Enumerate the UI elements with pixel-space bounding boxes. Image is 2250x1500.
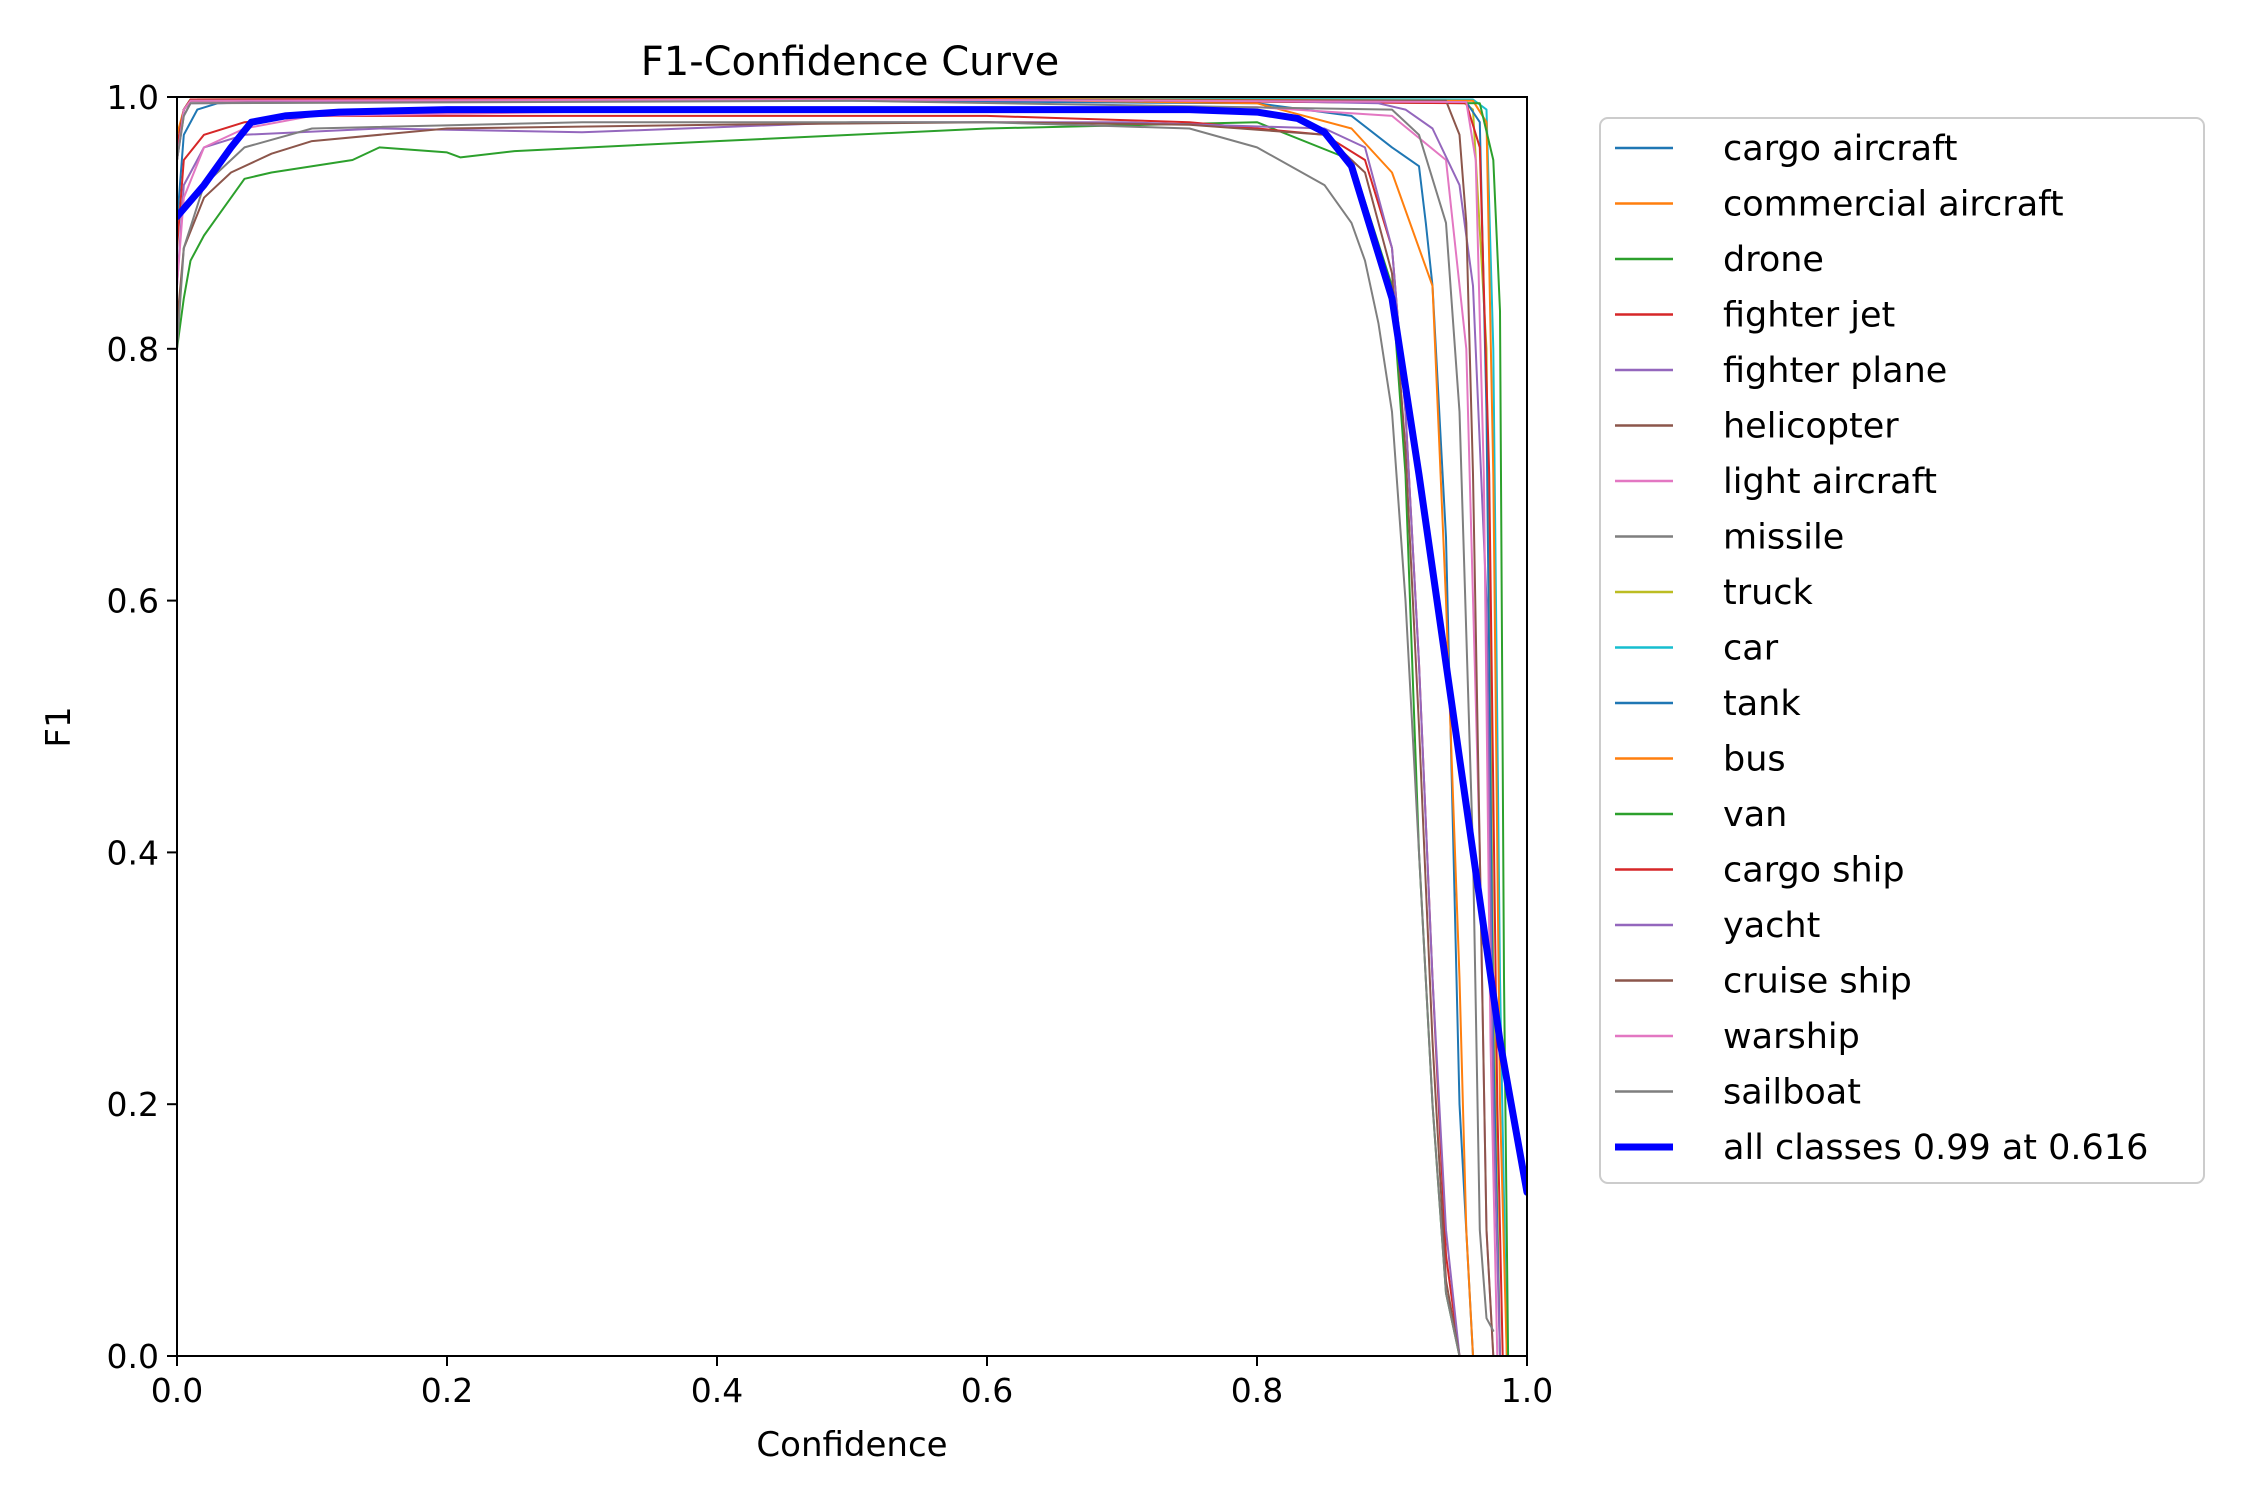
legend-label-5: helicopter <box>1723 407 1899 447</box>
y-tick-label-3: 0.6 <box>107 582 159 621</box>
plot-frame <box>176 96 1528 1357</box>
series-line-5 <box>177 121 1461 1356</box>
x-tick-label-5: 1.0 <box>1501 1371 1553 1410</box>
y-tick-label-0: 0.0 <box>107 1337 159 1376</box>
x-tick-label-3: 0.6 <box>961 1371 1013 1410</box>
legend-label-16: warship <box>1723 1017 1860 1057</box>
legend-label-17: sailboat <box>1723 1073 1861 1113</box>
series-line-2 <box>177 121 1461 1356</box>
series-line-7 <box>177 121 1461 1356</box>
x-tick-label-0: 0.0 <box>151 1371 203 1410</box>
series-line-0 <box>177 99 1474 1356</box>
legend-label-11: bus <box>1723 740 1786 780</box>
legend-label-0: cargo aircraft <box>1723 129 1958 169</box>
legend: cargo aircraft commercial aircraft drone fi… <box>1599 117 2205 1184</box>
legend-label-14: yacht <box>1723 906 1820 946</box>
series-line-16 <box>177 98 1499 1356</box>
series-line-18 <box>177 106 1527 1196</box>
x-axis-label: Confidence <box>756 1425 947 1465</box>
x-tick-label-2: 0.4 <box>691 1371 743 1410</box>
legend-label-3: fighter jet <box>1723 296 1895 336</box>
x-tick-label-1: 0.2 <box>421 1371 473 1410</box>
legend-label-13: cargo ship <box>1723 851 1905 891</box>
legend-label-10: tank <box>1723 684 1801 724</box>
y-tick-label-2: 0.4 <box>107 833 159 872</box>
legend-label-4: fighter plane <box>1723 351 1947 391</box>
series-line-17 <box>177 99 1495 1332</box>
y-tick-label-5: 1.0 <box>107 78 159 117</box>
legend-box <box>1599 117 2205 1184</box>
legend-label-18: all classes 0.99 at 0.616 <box>1723 1128 2148 1168</box>
legend-label-6: light aircraft <box>1723 462 1937 502</box>
legend-label-2: drone <box>1723 240 1824 280</box>
y-tick-label-4: 0.8 <box>107 330 159 369</box>
x-tick-label-4: 0.8 <box>1231 1371 1283 1410</box>
legend-label-7: missile <box>1723 518 1844 558</box>
y-axis: 0.0 0.2 0.4 0.6 0.8 1.0 <box>107 78 177 1376</box>
legend-label-15: cruise ship <box>1723 962 1912 1002</box>
legend-label-12: van <box>1723 795 1787 835</box>
legend-label-8: truck <box>1723 573 1814 613</box>
legend-label-9: car <box>1723 629 1779 669</box>
x-axis: 0.0 0.2 0.4 0.6 0.8 1.0 <box>151 1356 1553 1410</box>
legend-label-1: commercial aircraft <box>1723 185 2064 225</box>
chart-title: F1-Confidence Curve <box>641 39 1060 85</box>
series-line-4 <box>177 121 1461 1356</box>
series-layer <box>177 97 1527 1356</box>
y-tick-label-1: 0.2 <box>107 1085 159 1124</box>
y-axis-label: F1 <box>39 706 79 747</box>
